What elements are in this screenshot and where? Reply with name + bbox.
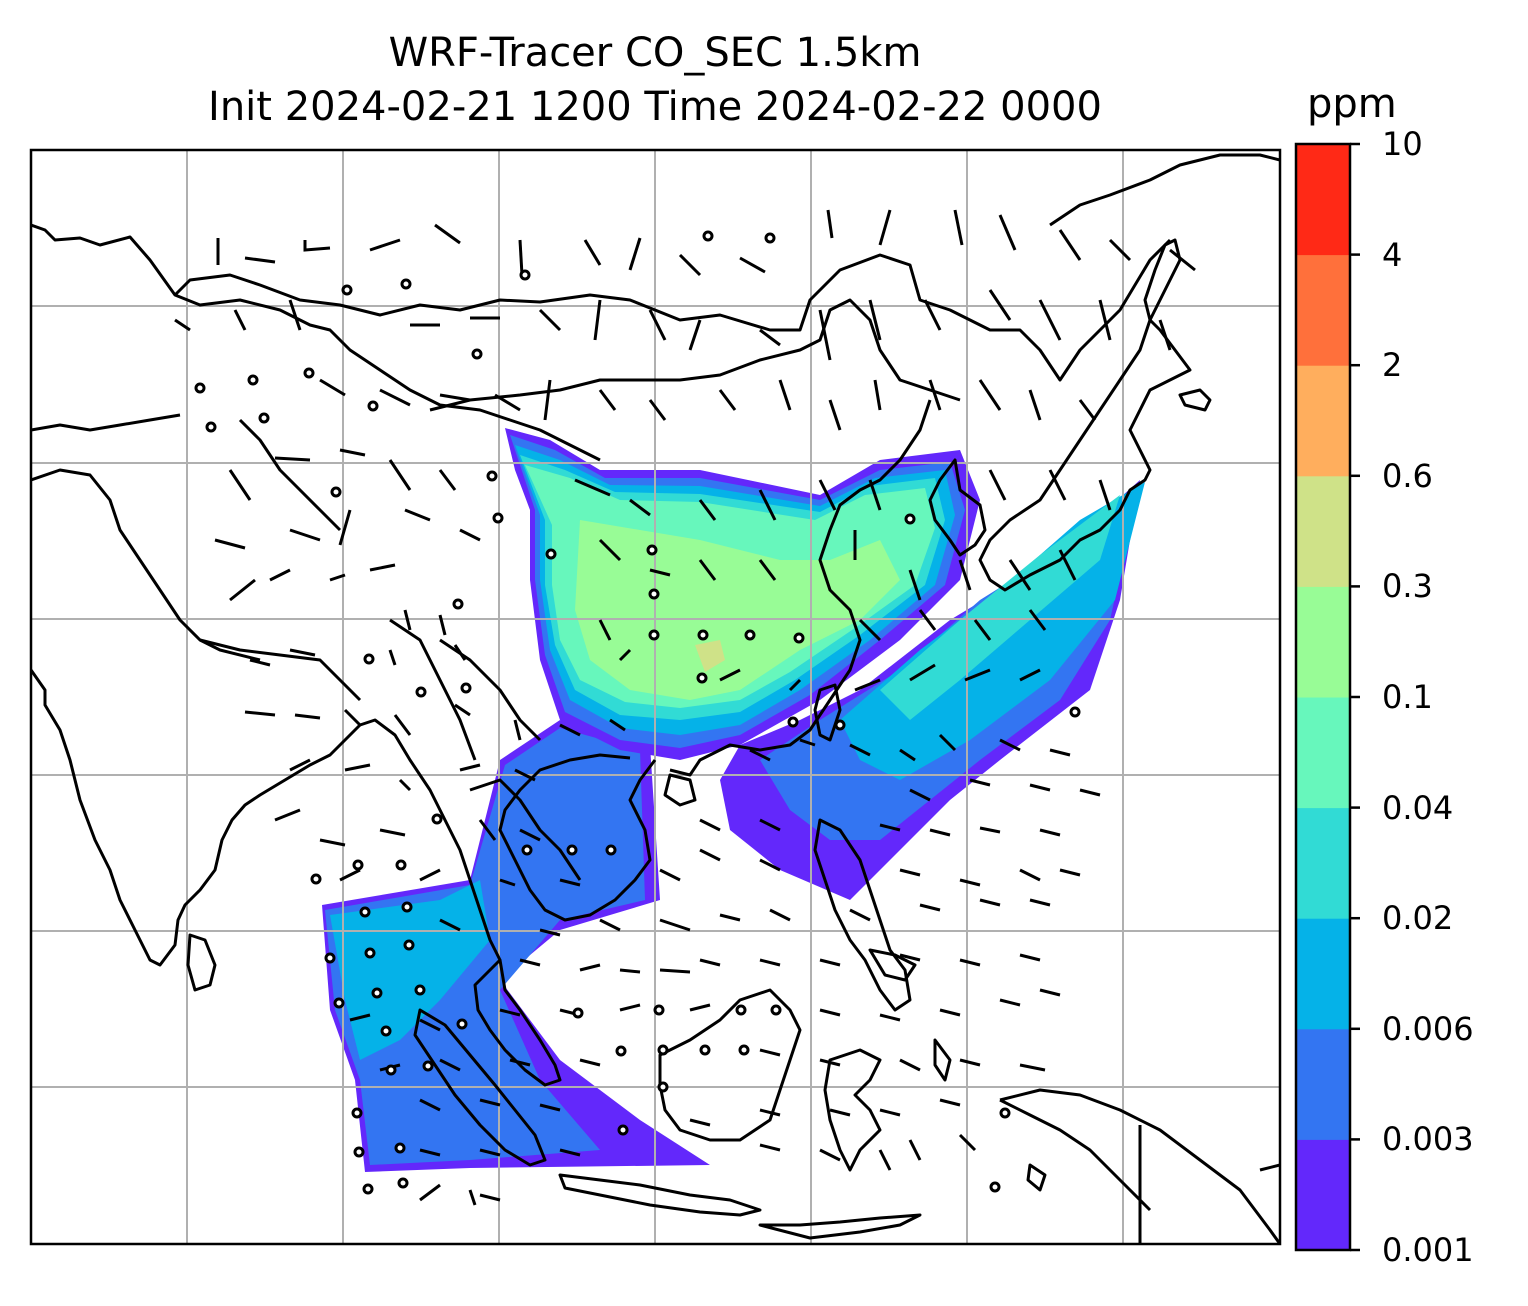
colorbar-tick-label: 4 xyxy=(1382,235,1403,274)
colorbar-segment xyxy=(1296,475,1350,587)
colorbar-tick-label: 2 xyxy=(1382,346,1403,385)
chart-title-line1: WRF-Tracer CO_SEC 1.5km xyxy=(388,30,922,76)
plume-north-0.3 xyxy=(695,640,725,672)
colorbar-segment xyxy=(1296,586,1350,698)
colorbar xyxy=(1294,142,1360,1252)
colorbar-tick-label: 0.04 xyxy=(1382,788,1454,827)
map-gridlines xyxy=(31,150,1280,1244)
map-frame xyxy=(29,148,1282,1246)
colorbar-tick-label: 0.006 xyxy=(1382,1009,1474,1048)
colorbar-tick-label: 0.02 xyxy=(1382,899,1454,938)
colorbar-segment xyxy=(1296,254,1350,366)
plume-north-0.1 xyxy=(575,520,900,700)
colorbar-segment xyxy=(1296,144,1350,256)
colorbar-tick-label: 0.3 xyxy=(1382,567,1433,606)
colorbar-segment xyxy=(1296,918,1350,1030)
colorbar-segment xyxy=(1296,1139,1350,1251)
colorbar-tick-label: 0.001 xyxy=(1382,1231,1474,1269)
calm-wind-markers xyxy=(194,230,1081,1195)
colorbar-tick-label: 0.6 xyxy=(1382,456,1433,495)
plume-south-mid xyxy=(325,728,645,1165)
chart-title-line2: Init 2024-02-21 1200 Time 2024-02-22 000… xyxy=(208,84,1102,130)
tracer-concentration-field xyxy=(322,428,1145,1172)
colorbar-tick-label: 0.003 xyxy=(1382,1120,1474,1159)
colorbar-unit-label: ppm xyxy=(1307,81,1397,127)
colorbar-segment xyxy=(1296,365,1350,477)
wind-barbs xyxy=(174,209,1196,1206)
colorbar-segment xyxy=(1296,1028,1350,1140)
colorbar-segment xyxy=(1296,807,1350,919)
colorbar-tick-label: 0.1 xyxy=(1382,678,1433,716)
colorbar-tick-label: 10 xyxy=(1382,125,1423,163)
colorbar-segment xyxy=(1296,697,1350,809)
